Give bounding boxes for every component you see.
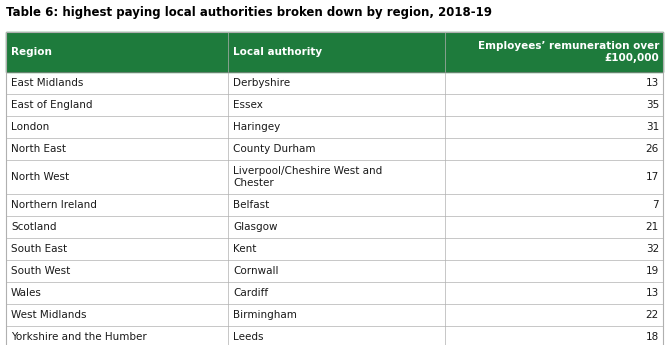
Bar [6,304,663,326]
Bar [6,194,663,216]
Bar [6,116,663,138]
Bar [6,282,663,304]
Text: County Durham: County Durham [233,144,316,154]
Text: East of England: East of England [11,100,92,110]
Text: 21: 21 [646,222,659,232]
Text: East Midlands: East Midlands [11,78,84,88]
Text: 18: 18 [646,332,659,342]
Text: Table 6: highest paying local authorities broken down by region, 2018-19: Table 6: highest paying local authoritie… [6,6,492,19]
Text: 7: 7 [652,200,659,210]
Text: 32: 32 [646,244,659,254]
Text: Northern Ireland: Northern Ireland [11,200,97,210]
Text: 26: 26 [646,144,659,154]
Text: 22: 22 [646,310,659,320]
Bar [6,238,663,260]
Text: South West: South West [11,266,70,276]
Text: 13: 13 [646,288,659,298]
Text: Birmingham: Birmingham [233,310,297,320]
Text: Employees’ remuneration over
£100,000: Employees’ remuneration over £100,000 [478,41,659,63]
Bar [6,72,663,94]
Text: Kent: Kent [233,244,256,254]
Text: Wales: Wales [11,288,42,298]
Bar [6,138,663,160]
Bar [6,216,663,238]
Text: Cardiff: Cardiff [233,288,268,298]
Text: West Midlands: West Midlands [11,310,86,320]
Text: Leeds: Leeds [233,332,264,342]
Text: Region: Region [11,47,52,57]
Text: Yorkshire and the Humber: Yorkshire and the Humber [11,332,147,342]
Text: Cornwall: Cornwall [233,266,278,276]
Bar [6,94,663,116]
Text: 31: 31 [646,122,659,132]
Text: Glasgow: Glasgow [233,222,278,232]
Bar [6,260,663,282]
Text: 19: 19 [646,266,659,276]
Bar [6,32,663,72]
Text: Belfast: Belfast [233,200,270,210]
Text: North West: North West [11,172,69,182]
Text: London: London [11,122,50,132]
Text: 13: 13 [646,78,659,88]
Bar [6,326,663,345]
Bar [6,160,663,194]
Text: 17: 17 [646,172,659,182]
Text: South East: South East [11,244,67,254]
Text: 35: 35 [646,100,659,110]
Text: Local authority: Local authority [233,47,322,57]
Text: Derbyshire: Derbyshire [233,78,290,88]
Text: North East: North East [11,144,66,154]
Text: Essex: Essex [233,100,263,110]
Text: Scotland: Scotland [11,222,56,232]
Text: Haringey: Haringey [233,122,280,132]
Text: Liverpool/Cheshire West and
Chester: Liverpool/Cheshire West and Chester [233,166,382,188]
